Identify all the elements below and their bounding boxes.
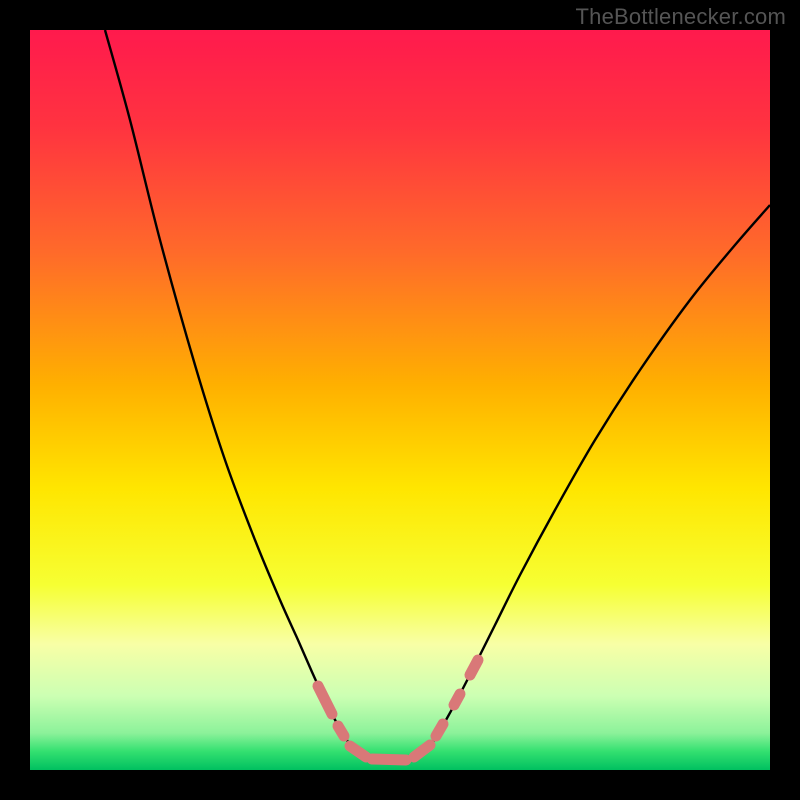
- gradient-background: [30, 30, 770, 770]
- marker-segment: [436, 724, 443, 736]
- marker-segment: [470, 660, 478, 675]
- chart-stage: TheBottlenecker.com: [0, 0, 800, 800]
- marker-segment: [454, 694, 460, 705]
- marker-segment: [338, 726, 344, 736]
- bottleneck-chart: [0, 0, 800, 800]
- marker-segment: [372, 759, 406, 760]
